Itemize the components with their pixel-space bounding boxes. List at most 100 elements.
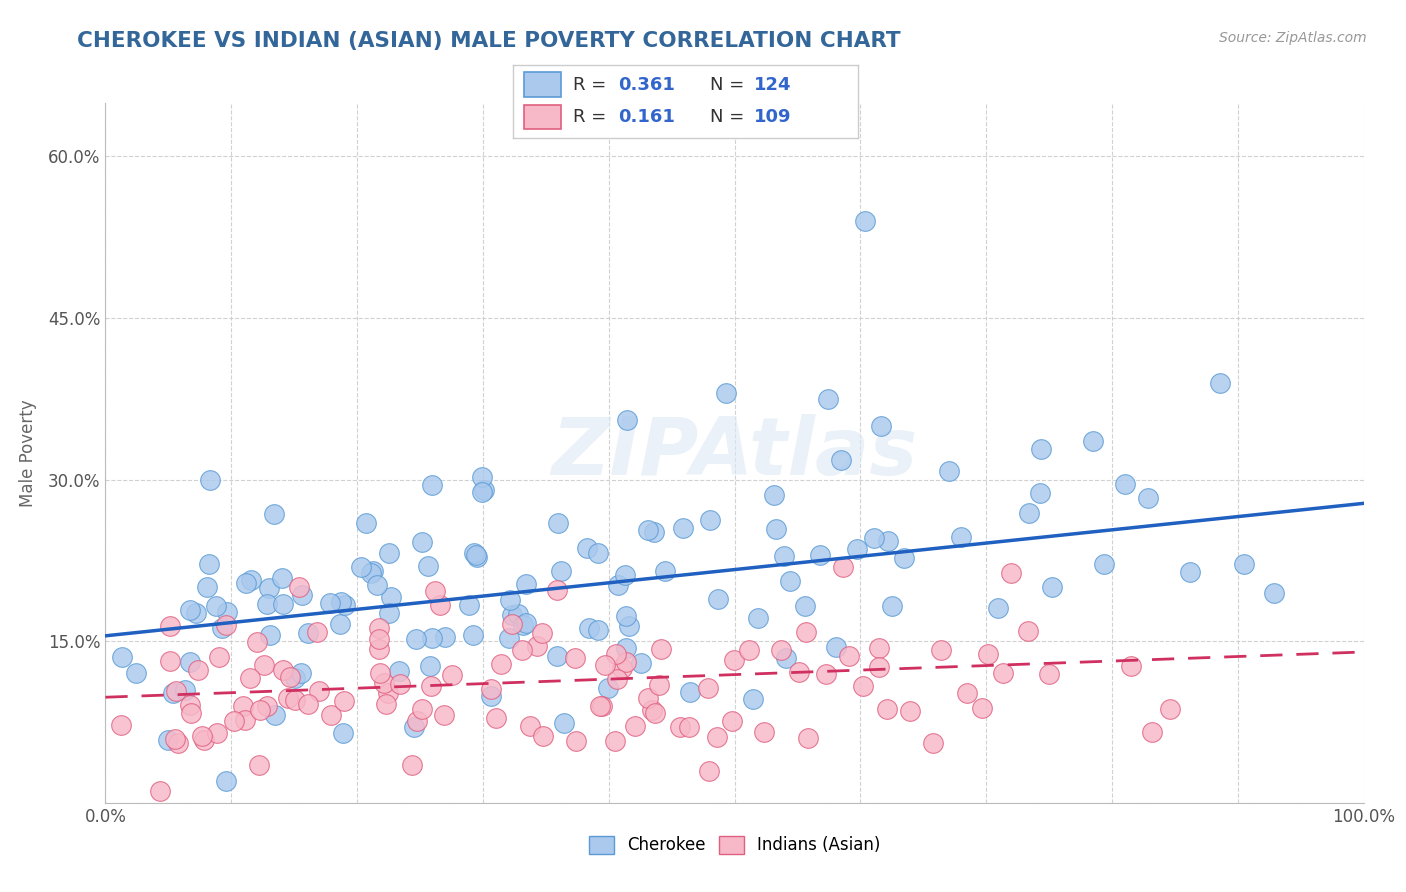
Point	[668, 720, 690, 734]
Point	[1029, 442, 1052, 456]
Point	[1040, 580, 1063, 594]
Point	[197, 557, 219, 571]
Point	[360, 566, 382, 580]
Point	[283, 693, 305, 707]
Point	[769, 643, 792, 657]
Point	[471, 484, 494, 499]
Point	[498, 631, 520, 645]
Point	[205, 725, 228, 739]
Point	[284, 671, 307, 685]
Point	[775, 650, 797, 665]
Point	[697, 764, 720, 778]
Point	[193, 732, 215, 747]
Point	[217, 605, 239, 619]
Point	[546, 582, 568, 597]
Point	[186, 606, 208, 620]
Point	[1029, 486, 1052, 500]
Point	[616, 413, 638, 427]
Point	[893, 550, 915, 565]
Point	[699, 513, 721, 527]
Point	[148, 784, 170, 798]
Point	[817, 392, 839, 406]
Point	[575, 541, 598, 555]
Point	[159, 619, 181, 633]
Point	[179, 698, 201, 712]
Point	[378, 546, 401, 560]
Point	[404, 720, 426, 734]
Point	[1121, 659, 1143, 673]
Point	[547, 516, 569, 530]
Point	[247, 757, 270, 772]
Legend: Cherokee, Indians (Asian): Cherokee, Indians (Asian)	[582, 829, 887, 861]
Point	[368, 621, 391, 635]
Point	[789, 665, 811, 680]
Point	[187, 664, 209, 678]
Point	[515, 616, 537, 631]
Point	[779, 574, 801, 588]
Point	[793, 599, 815, 613]
Point	[605, 734, 627, 748]
Point	[578, 622, 600, 636]
Point	[747, 611, 769, 625]
Point	[380, 591, 402, 605]
Point	[853, 214, 876, 228]
Point	[1017, 624, 1039, 638]
Point	[641, 703, 664, 717]
Point	[977, 648, 1000, 662]
Point	[526, 639, 548, 653]
Point	[637, 523, 659, 537]
Point	[405, 632, 427, 647]
Point	[678, 685, 700, 699]
Point	[707, 591, 730, 606]
Point	[215, 774, 238, 789]
Point	[463, 546, 485, 560]
Point	[329, 595, 352, 609]
Point	[239, 671, 262, 685]
Point	[637, 690, 659, 705]
Point	[794, 624, 817, 639]
Point	[1081, 434, 1104, 448]
Point	[179, 655, 201, 669]
Text: 124: 124	[754, 76, 792, 94]
Point	[825, 640, 848, 654]
Text: 109: 109	[754, 108, 792, 126]
Point	[773, 549, 796, 563]
Point	[605, 673, 627, 687]
Point	[1263, 585, 1285, 599]
Point	[644, 706, 666, 720]
Point	[125, 666, 148, 681]
Point	[350, 559, 373, 574]
FancyBboxPatch shape	[523, 104, 561, 129]
Point	[263, 507, 285, 521]
Point	[752, 725, 775, 739]
Point	[938, 464, 960, 478]
Point	[510, 642, 533, 657]
Point	[257, 581, 280, 595]
Point	[852, 679, 875, 693]
Point	[366, 578, 388, 592]
Text: Source: ZipAtlas.com: Source: ZipAtlas.com	[1219, 31, 1367, 45]
Point	[388, 677, 411, 691]
Point	[742, 691, 765, 706]
Text: CHEROKEE VS INDIAN (ASIAN) MALE POVERTY CORRELATION CHART: CHEROKEE VS INDIAN (ASIAN) MALE POVERTY …	[77, 31, 901, 51]
Text: R =: R =	[574, 108, 607, 126]
Point	[416, 559, 439, 574]
Point	[589, 698, 612, 713]
Point	[868, 640, 890, 655]
Point	[208, 650, 231, 665]
Point	[277, 690, 299, 705]
Point	[420, 680, 443, 694]
Point	[167, 736, 190, 750]
Point	[373, 675, 395, 690]
Point	[288, 580, 311, 594]
Point	[877, 533, 900, 548]
Point	[329, 617, 352, 632]
Point	[173, 682, 195, 697]
Point	[479, 682, 502, 697]
Point	[253, 657, 276, 672]
Point	[485, 711, 508, 725]
Point	[605, 647, 627, 661]
Point	[868, 660, 890, 674]
Text: R =: R =	[574, 76, 607, 94]
Point	[586, 546, 609, 560]
